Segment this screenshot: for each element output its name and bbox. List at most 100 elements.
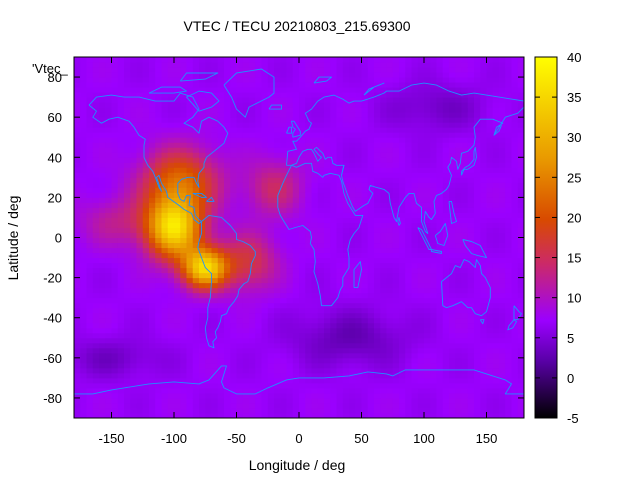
heatmap-cell — [261, 322, 269, 329]
heatmap-cell — [349, 317, 356, 324]
heatmap-cell — [411, 137, 419, 143]
heatmap-cell — [467, 327, 475, 334]
heatmap-cell — [224, 207, 231, 213]
heatmap-cell — [155, 192, 162, 198]
heatmap-cell — [130, 262, 137, 269]
heatmap-cell — [367, 72, 375, 78]
heatmap-cell — [317, 107, 325, 113]
heatmap-cell — [336, 392, 344, 399]
heatmap-cell — [299, 377, 306, 384]
heatmap-cell — [124, 172, 131, 178]
heatmap-cell — [167, 162, 175, 168]
heatmap-cell — [236, 332, 244, 339]
heatmap-cell — [205, 152, 212, 158]
heatmap-cell — [461, 322, 469, 329]
heatmap-cell — [317, 92, 325, 98]
heatmap-cell — [417, 62, 425, 68]
heatmap-cell — [324, 362, 331, 369]
heatmap-cell — [292, 402, 300, 409]
heatmap-cell — [305, 237, 312, 244]
heatmap-cell — [105, 302, 112, 309]
heatmap-cell — [474, 402, 481, 409]
heatmap-cell — [249, 332, 256, 339]
heatmap-cell — [242, 257, 250, 264]
heatmap-cell — [130, 372, 137, 379]
heatmap-cell — [417, 237, 425, 244]
heatmap-cell — [311, 92, 319, 98]
heatmap-cell — [474, 322, 481, 329]
heatmap-cell — [117, 57, 125, 63]
heatmap-cell — [136, 342, 144, 349]
heatmap-cell — [317, 77, 325, 83]
heatmap-cell — [305, 92, 312, 98]
heatmap-cell — [161, 197, 169, 203]
heatmap-cell — [161, 247, 169, 254]
heatmap-cell — [317, 342, 325, 349]
heatmap-cell — [461, 197, 469, 203]
heatmap-cell — [192, 142, 200, 148]
heatmap-cell — [167, 262, 175, 269]
heatmap-cell — [292, 317, 300, 324]
heatmap-cell — [417, 282, 425, 289]
heatmap-cell — [424, 112, 431, 118]
heatmap-cell — [105, 197, 112, 203]
heatmap-cell — [111, 287, 119, 294]
heatmap-cell — [224, 192, 231, 198]
heatmap-cell — [242, 72, 250, 78]
heatmap-cell — [180, 327, 187, 334]
heatmap-cell — [392, 77, 400, 83]
heatmap-cell — [192, 207, 200, 213]
heatmap-cell — [367, 192, 375, 198]
heatmap-cell — [167, 132, 175, 138]
heatmap-cell — [261, 72, 269, 78]
heatmap-cell — [224, 107, 231, 113]
heatmap-cell — [367, 277, 375, 284]
heatmap-cell — [105, 127, 112, 133]
heatmap-cell — [486, 212, 494, 218]
heatmap-cell — [92, 382, 100, 389]
heatmap-cell — [117, 302, 125, 309]
heatmap-cell — [155, 77, 162, 83]
heatmap-cell — [280, 192, 287, 198]
heatmap-cell — [436, 352, 444, 359]
heatmap-cell — [455, 247, 462, 254]
heatmap-cell — [92, 237, 100, 244]
heatmap-cell — [424, 277, 431, 284]
heatmap-cell — [399, 327, 406, 334]
heatmap-cell — [111, 112, 119, 118]
heatmap-cell — [361, 227, 369, 233]
heatmap-cell — [417, 362, 425, 369]
heatmap-cell — [161, 157, 169, 163]
heatmap-cell — [174, 387, 181, 394]
heatmap-cell — [492, 102, 500, 108]
heatmap-cell — [274, 192, 281, 198]
heatmap-cell — [349, 212, 356, 218]
heatmap-cell — [167, 352, 175, 359]
heatmap-cell — [486, 192, 494, 198]
heatmap-cell — [430, 97, 437, 103]
heatmap-cell — [455, 182, 462, 188]
heatmap-cell — [149, 252, 156, 259]
heatmap-cell — [186, 237, 194, 244]
heatmap-cell — [355, 122, 362, 128]
heatmap-cell — [99, 147, 106, 153]
heatmap-cell — [80, 217, 87, 223]
heatmap-cell — [92, 272, 100, 279]
heatmap-cell — [299, 142, 306, 148]
heatmap-cell — [480, 212, 487, 218]
heatmap-cell — [236, 307, 244, 314]
heatmap-cell — [442, 247, 450, 254]
heatmap-cell — [174, 367, 181, 374]
heatmap-cell — [399, 217, 406, 223]
heatmap-cell — [461, 82, 469, 88]
heatmap-cell — [480, 302, 487, 309]
heatmap-cell — [424, 317, 431, 324]
heatmap-cell — [349, 132, 356, 138]
heatmap-cell — [305, 372, 312, 379]
heatmap-cell — [480, 282, 487, 289]
heatmap-cell — [205, 232, 212, 238]
heatmap-cell — [324, 207, 331, 213]
heatmap-cell — [467, 77, 475, 83]
heatmap-cell — [117, 297, 125, 304]
heatmap-cell — [167, 267, 175, 274]
